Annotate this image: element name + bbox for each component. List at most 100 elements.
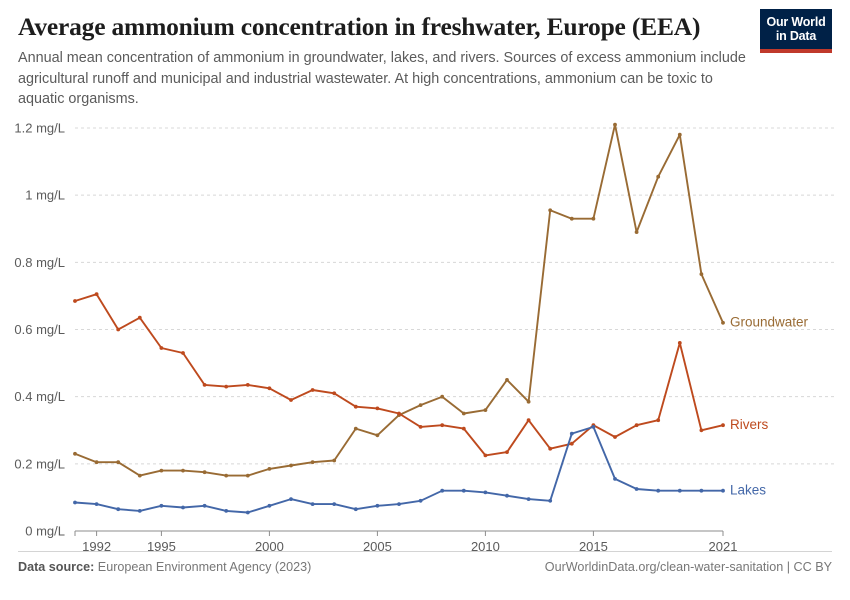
data-point	[548, 498, 553, 503]
data-point	[310, 502, 315, 506]
data-point	[591, 425, 596, 429]
y-axis-tick-label: 0.8 mg/L	[14, 255, 65, 270]
data-point	[548, 208, 553, 213]
series-label-lakes[interactable]: Lakes	[730, 482, 766, 497]
data-point	[440, 394, 445, 399]
data-point	[159, 503, 164, 508]
data-point	[677, 132, 682, 137]
data-point	[634, 423, 639, 428]
data-point	[461, 411, 466, 416]
data-point	[202, 470, 207, 475]
data-point	[310, 460, 315, 465]
data-point	[224, 473, 229, 478]
data-source-label: Data source:	[18, 560, 95, 574]
series-lakes: Lakes	[73, 425, 766, 515]
chart-footer: Data source: European Environment Agency…	[18, 551, 832, 590]
chart-subtitle: Annual mean concentration of ammonium in…	[18, 50, 746, 108]
y-axis-tick-label: 1.2 mg/L	[14, 121, 65, 136]
y-axis-tick-label: 0.6 mg/L	[14, 322, 65, 337]
data-point	[483, 490, 488, 495]
y-axis-tick-label: 0 mg/L	[25, 524, 65, 539]
data-point	[94, 460, 99, 465]
data-point	[310, 388, 315, 392]
data-point	[73, 500, 77, 505]
data-point	[332, 502, 337, 506]
x-axis-tick-label: 2005	[363, 539, 392, 552]
chart-svg: 0 mg/L 0.2 mg/L 0.4 mg/L 0.6 mg/L 0.8 mg/L 1 …	[14, 121, 835, 552]
data-point	[461, 426, 466, 431]
data-point	[483, 453, 488, 458]
data-point	[159, 346, 164, 350]
logo-line-1: Our World	[766, 15, 826, 29]
data-point	[613, 435, 617, 439]
series-label-groundwater[interactable]: Groundwater	[730, 314, 809, 329]
data-point	[505, 378, 509, 382]
data-point	[397, 411, 401, 416]
x-axis-tick-label: 1992	[82, 539, 111, 552]
data-source: Data source: European Environment Agency…	[18, 560, 311, 574]
data-point	[591, 216, 596, 221]
data-point	[656, 174, 661, 179]
data-point	[375, 406, 380, 411]
data-point	[418, 403, 423, 407]
data-point	[116, 460, 121, 465]
data-point	[526, 418, 531, 423]
data-point	[375, 433, 380, 438]
data-point	[332, 391, 337, 396]
page-title: Average ammonium concentration in freshw…	[18, 12, 701, 41]
data-point	[418, 498, 423, 503]
data-point	[699, 488, 704, 493]
line-chart: 0 mg/L 0.2 mg/L 0.4 mg/L 0.6 mg/L 0.8 mg/L 1 …	[0, 112, 850, 552]
data-point	[137, 473, 142, 478]
data-point	[289, 463, 293, 468]
attribution[interactable]: OurWorldinData.org/clean-water-sanitatio…	[544, 560, 832, 574]
data-point	[656, 418, 661, 423]
data-point	[526, 399, 531, 404]
series-line	[74, 123, 724, 477]
data-source-value: European Environment Agency (2023)	[97, 560, 312, 574]
data-point	[94, 292, 99, 297]
data-point	[116, 327, 121, 332]
data-point	[267, 467, 272, 471]
data-point	[245, 473, 250, 478]
x-axis-tick-label: 2021	[709, 539, 738, 552]
x-axis-tick-label: 1995	[147, 539, 176, 552]
data-point	[699, 272, 704, 276]
data-point	[721, 423, 725, 428]
data-point	[440, 488, 445, 493]
data-point	[202, 383, 207, 387]
data-point	[656, 488, 661, 493]
data-point	[94, 502, 99, 506]
x-axis-tick-label: 2010	[471, 539, 500, 552]
x-axis-tick-label: 2015	[579, 539, 608, 552]
y-axis-tick-label: 0.4 mg/L	[14, 389, 65, 404]
series-label-rivers[interactable]: Rivers	[730, 417, 769, 432]
data-point	[569, 431, 574, 436]
data-point	[353, 404, 358, 409]
data-point	[137, 509, 142, 513]
data-point	[224, 384, 229, 389]
data-point	[721, 488, 725, 493]
data-point	[505, 493, 509, 498]
data-point	[181, 468, 185, 473]
data-point	[137, 315, 142, 320]
data-point	[181, 505, 185, 510]
logo-line-2: in Data	[775, 29, 817, 43]
data-point	[202, 503, 207, 508]
data-point	[483, 408, 488, 412]
owid-logo[interactable]: Our World in Data	[760, 9, 832, 53]
series-line	[74, 293, 724, 457]
data-point	[418, 425, 423, 429]
data-point	[634, 230, 639, 234]
data-point	[613, 477, 617, 481]
data-point	[569, 441, 574, 446]
data-point	[677, 488, 682, 493]
data-point	[440, 423, 445, 428]
data-point	[267, 386, 272, 391]
data-point	[116, 507, 121, 512]
data-point	[375, 503, 380, 508]
data-point	[73, 299, 77, 303]
data-point	[267, 503, 272, 508]
data-point	[721, 320, 725, 325]
